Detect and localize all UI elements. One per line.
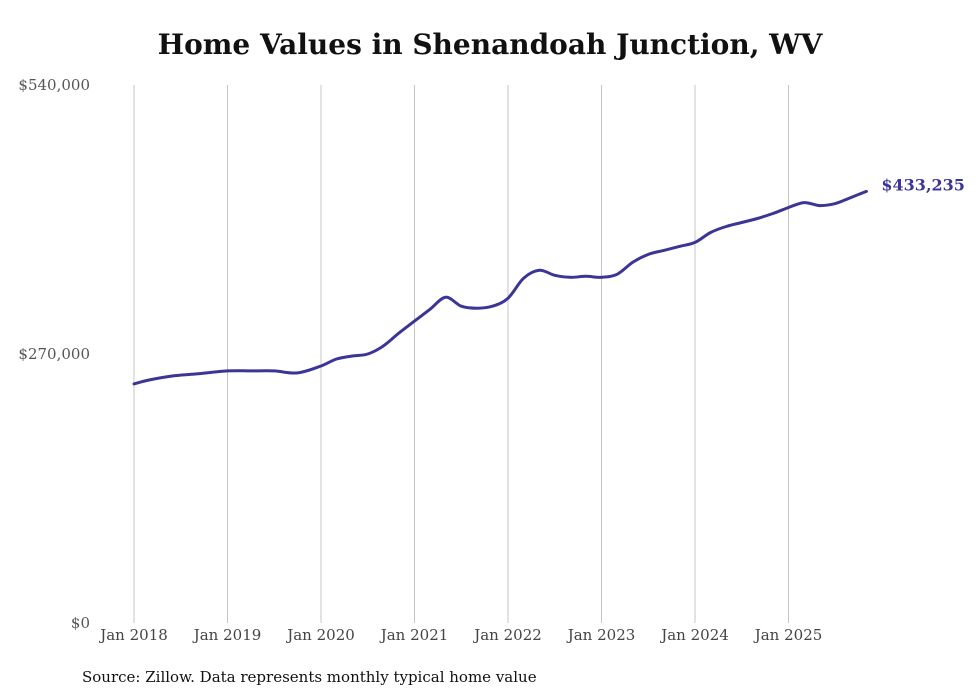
data-point <box>413 319 416 323</box>
data-point <box>834 202 837 205</box>
data-point <box>195 372 198 376</box>
y-tick-label: $0 <box>71 614 90 632</box>
data-point <box>584 275 588 278</box>
data-point <box>460 304 463 308</box>
x-tick-label: Jan 2021 <box>379 626 449 644</box>
data-point <box>740 221 743 224</box>
data-point <box>709 231 712 234</box>
data-point <box>382 344 385 348</box>
y-tick-label: $270,000 <box>18 345 90 363</box>
data-point <box>600 276 603 279</box>
data-point <box>132 382 136 386</box>
data-point <box>148 378 151 382</box>
data-point <box>226 369 229 373</box>
data-point <box>678 245 681 248</box>
data-point <box>615 273 619 276</box>
data-point <box>273 369 276 373</box>
data-point <box>428 307 432 311</box>
data-point <box>506 297 510 300</box>
data-point <box>522 277 525 280</box>
grid-lines <box>133 85 789 623</box>
data-point <box>491 304 494 308</box>
x-tick-label: Jan 2024 <box>659 626 729 644</box>
x-tick-label: Jan 2025 <box>753 626 823 644</box>
data-point <box>171 374 175 378</box>
data-point <box>319 364 323 368</box>
x-tick-label: Jan 2022 <box>472 626 542 644</box>
data-point <box>693 241 697 244</box>
chart-title: Home Values in Shenandoah Junction, WV <box>157 28 823 61</box>
data-point <box>350 354 354 358</box>
data-point <box>818 204 821 207</box>
data-point <box>249 369 253 373</box>
x-tick-label: Jan 2020 <box>285 626 355 644</box>
data-point <box>537 269 541 272</box>
data-point <box>865 190 868 193</box>
data-point <box>553 274 556 277</box>
data-point <box>631 261 634 264</box>
x-tick-label: Jan 2018 <box>98 626 168 644</box>
data-point <box>662 249 666 252</box>
y-tick-label: $540,000 <box>18 76 90 94</box>
data-point <box>802 201 806 204</box>
data-point <box>397 331 401 335</box>
data-point <box>787 206 790 209</box>
data-point <box>771 212 775 215</box>
data-point <box>849 196 853 199</box>
data-point <box>335 357 338 361</box>
data-point <box>444 296 447 299</box>
data-point <box>756 217 759 220</box>
source-note: Source: Zillow. Data represents monthly … <box>82 668 537 686</box>
x-axis-ticks: Jan 2018 Jan 2019 Jan 2020 Jan 2021 Jan 2022… <box>98 626 822 644</box>
y-axis-ticks: $0 $270,000 $540,000 <box>18 76 90 632</box>
x-tick-label: Jan 2019 <box>192 626 262 644</box>
data-point <box>296 371 299 375</box>
data-point <box>475 306 479 310</box>
series-layer <box>132 189 868 386</box>
data-point <box>724 225 728 228</box>
x-tick-label: Jan 2023 <box>566 626 636 644</box>
end-value-label: $433,235 <box>881 175 965 194</box>
data-point <box>569 276 572 279</box>
data-point <box>647 253 650 256</box>
series-line <box>132 189 868 386</box>
data-point <box>366 352 369 356</box>
